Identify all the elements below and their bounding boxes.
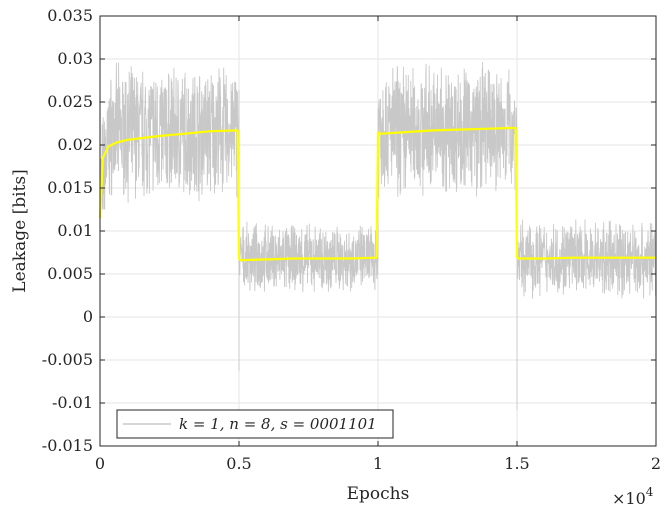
y-tick-label: -0.005 xyxy=(42,350,93,369)
x-axis-multiplier: ×104 xyxy=(612,485,654,508)
y-tick-label: 0.01 xyxy=(57,221,93,240)
y-tick-labels: -0.015 -0.01 -0.005 0 0.005 0.01 0.015 0.02 0.02… xyxy=(42,6,93,455)
x-tick-label: 1 xyxy=(373,454,383,473)
x-tick-label: 0.5 xyxy=(226,454,251,473)
y-tick-label: 0.005 xyxy=(47,264,93,283)
x-tick-label: 1.5 xyxy=(504,454,529,473)
moving-average-line xyxy=(98,126,656,262)
x-tick-labels: 0 0.5 1 1.5 2 xyxy=(95,454,661,473)
y-tick-label: -0.01 xyxy=(52,393,93,412)
y-axis-label: Leakage [bits] xyxy=(10,169,30,292)
y-tick-label: 0.02 xyxy=(57,135,93,154)
y-tick-label: 0 xyxy=(83,307,93,326)
axis-ticks xyxy=(99,15,657,447)
y-tick-label: -0.015 xyxy=(42,436,93,455)
y-tick-label: 0.015 xyxy=(47,178,93,197)
x-axis-multiplier-base: ×10 xyxy=(612,489,646,508)
x-axis-label: Epochs xyxy=(347,484,410,504)
x-tick-label: 2 xyxy=(651,454,661,473)
legend: k = 1, n = 8, s = 0001101 xyxy=(116,409,394,439)
moving-average-series xyxy=(98,126,656,262)
y-tick-label: 0.025 xyxy=(47,92,93,111)
legend-entry-label: k = 1, n = 8, s = 0001101 xyxy=(179,415,377,433)
x-tick-label: 0 xyxy=(95,454,105,473)
x-axis-multiplier-exponent: 4 xyxy=(646,485,654,499)
y-tick-label: 0.03 xyxy=(57,49,93,68)
y-tick-label: 0.035 xyxy=(47,6,93,25)
